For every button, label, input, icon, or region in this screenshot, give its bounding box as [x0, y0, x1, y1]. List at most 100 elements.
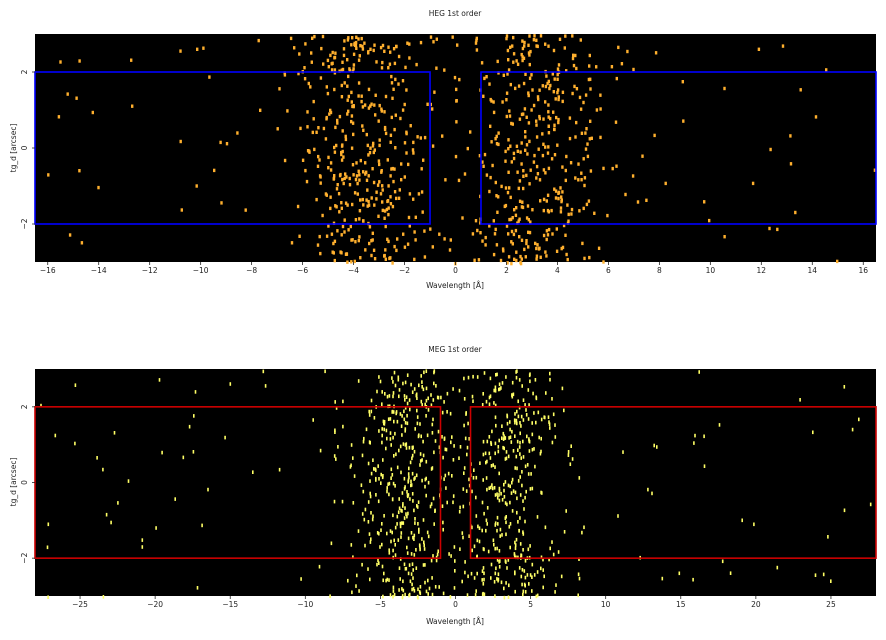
- heg-event: [354, 43, 358, 48]
- heg-event: [554, 97, 557, 101]
- meg-event: [528, 373, 531, 378]
- heg-event: [563, 46, 566, 50]
- meg-event: [381, 522, 383, 526]
- meg-event: [468, 437, 470, 441]
- meg-event: [488, 395, 491, 400]
- meg-event: [481, 578, 483, 582]
- meg-event: [408, 445, 411, 450]
- meg-event: [462, 504, 465, 509]
- heg-event: [389, 195, 392, 199]
- meg-event: [522, 439, 524, 444]
- meg-event: [407, 536, 410, 541]
- meg-event: [412, 568, 414, 572]
- heg-event: [319, 181, 322, 185]
- heg-event: [552, 90, 555, 94]
- meg-event: [498, 498, 501, 503]
- heg-event: [419, 40, 423, 45]
- heg-event: [400, 178, 403, 182]
- heg-event: [520, 205, 524, 209]
- meg-event: [74, 383, 77, 387]
- meg-event: [549, 377, 551, 382]
- meg-event: [399, 577, 401, 581]
- heg-event: [587, 77, 591, 82]
- meg-event: [300, 577, 302, 581]
- heg-event: [333, 174, 336, 178]
- heg-event: [357, 58, 361, 62]
- meg-event: [370, 537, 372, 541]
- meg-event: [413, 533, 416, 538]
- heg-event: [426, 102, 429, 106]
- meg-event: [661, 576, 664, 581]
- meg-event: [656, 445, 658, 449]
- heg-event: [574, 135, 577, 139]
- meg-event: [448, 552, 450, 556]
- meg-event: [416, 396, 418, 400]
- heg-event: [429, 35, 433, 39]
- heg-event: [414, 238, 417, 242]
- heg-event: [352, 104, 355, 109]
- heg-event: [367, 203, 371, 207]
- meg-event: [402, 588, 405, 593]
- heg-event: [332, 241, 335, 246]
- heg-event: [407, 162, 410, 167]
- meg-event: [418, 433, 420, 437]
- meg-event: [416, 504, 418, 508]
- heg-event: [362, 170, 365, 174]
- meg-event: [54, 433, 57, 438]
- meg-event: [741, 518, 743, 523]
- heg-event: [495, 194, 498, 198]
- heg-event: [347, 94, 350, 99]
- heg-event: [547, 124, 550, 128]
- meg-event: [427, 534, 430, 539]
- meg-event: [434, 509, 436, 513]
- heg-event: [340, 83, 343, 88]
- meg-event: [430, 467, 433, 471]
- meg-event: [398, 497, 400, 501]
- meg-event: [424, 580, 426, 585]
- meg-event: [362, 489, 365, 494]
- meg-event: [493, 542, 495, 547]
- meg-event: [341, 499, 344, 504]
- meg-event: [554, 435, 557, 439]
- meg-event: [410, 382, 412, 387]
- meg-event: [401, 433, 403, 437]
- heg-event: [574, 53, 577, 58]
- meg-event: [557, 550, 560, 554]
- meg-event: [515, 418, 518, 423]
- heg-event: [494, 180, 497, 185]
- meg-event: [472, 374, 474, 379]
- heg-event: [527, 121, 531, 125]
- heg-event: [548, 86, 551, 91]
- heg-event: [354, 240, 357, 244]
- meg-event: [511, 380, 514, 385]
- heg-event: [340, 233, 343, 237]
- meg-event: [368, 413, 371, 417]
- heg-event: [564, 178, 567, 183]
- meg-event: [411, 390, 414, 394]
- heg-event: [352, 173, 355, 177]
- heg-event: [441, 134, 444, 138]
- meg-event: [416, 408, 418, 413]
- heg-event: [306, 110, 309, 114]
- heg-y-ticks: −202: [20, 69, 35, 230]
- meg-event: [405, 446, 408, 450]
- meg-event: [869, 502, 872, 507]
- meg-event: [40, 403, 42, 408]
- meg-event: [411, 456, 413, 461]
- meg-event: [583, 525, 585, 530]
- meg-event: [515, 537, 518, 542]
- heg-event: [523, 247, 526, 252]
- meg-event: [96, 456, 98, 460]
- meg-event: [386, 394, 389, 399]
- heg-event: [508, 114, 512, 118]
- meg-event: [442, 591, 445, 596]
- heg-event: [553, 153, 557, 157]
- meg-event: [425, 589, 428, 594]
- heg-event: [68, 233, 72, 237]
- heg-event: [539, 199, 542, 203]
- heg-event: [317, 154, 320, 159]
- heg-x-tick-label: −8: [246, 266, 257, 275]
- meg-event: [376, 562, 378, 567]
- heg-event: [516, 170, 519, 174]
- meg-event: [504, 516, 507, 520]
